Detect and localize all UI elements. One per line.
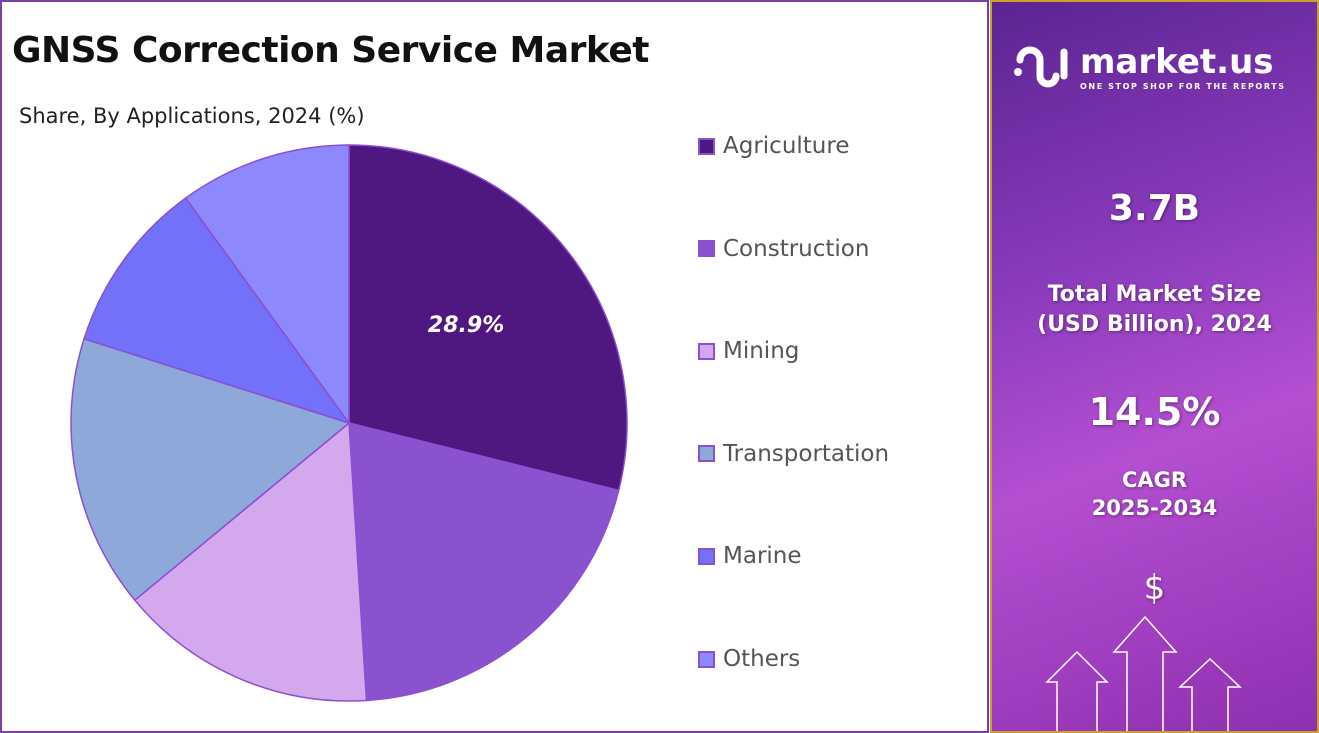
legend-item-marine: Marine [698, 540, 802, 572]
summary-panel: market.us ONE STOP SHOP FOR THE REPORTS … [990, 0, 1319, 733]
legend-item-transportation: Transportation [698, 438, 889, 470]
legend-swatch [698, 342, 715, 360]
brand-name: market.us [1080, 42, 1274, 82]
chart-title: GNSS Correction Service Market [12, 30, 649, 71]
legend-swatch [698, 445, 715, 463]
pie-slice-agriculture [348, 144, 628, 492]
chart-subtitle: Share, By Applications, 2024 (%) [19, 104, 365, 128]
pie-slice-mining [133, 421, 368, 702]
legend-label: Mining [723, 338, 800, 365]
legend-label: Construction [723, 235, 870, 262]
cagr-value: 14.5% [1088, 390, 1221, 434]
legend-item-agriculture: Agriculture [698, 130, 850, 162]
brand-tagline: ONE STOP SHOP FOR THE REPORTS [1080, 82, 1286, 91]
market-size-label-1: Total Market Size [1047, 282, 1262, 307]
legend-label: Others [723, 646, 801, 672]
pie-slice-transportation [70, 337, 351, 602]
dollar-icon: $ [1143, 568, 1166, 608]
pie-slice-construction [348, 422, 620, 702]
growth-arrows-icon [1045, 615, 1242, 731]
market-size-label-2: (USD Billion), 2024 [1037, 312, 1272, 337]
legend-label: Agriculture [723, 133, 850, 159]
data-label-agriculture: 28.9% [428, 313, 504, 338]
legend-swatch [698, 240, 715, 258]
legend-item-construction: Construction [698, 233, 869, 265]
legend-label: Transportation [723, 440, 890, 467]
legend-swatch [698, 650, 715, 668]
chart-panel: GNSS Correction Service Market Share, By… [0, 0, 989, 733]
legend-label: Marine [723, 543, 802, 570]
legend-swatch [698, 547, 715, 565]
legend-item-others: Others [698, 643, 800, 675]
pie-slice-marine [83, 197, 351, 425]
market-us-logo-icon [1014, 46, 1068, 88]
legend-item-mining: Mining [698, 335, 799, 367]
pie-chart: 28.9% [70, 144, 628, 702]
market-size-value: 3.7B [1108, 188, 1201, 229]
cagr-label: CAGR [1121, 468, 1188, 492]
brand-logo: market.us ONE STOP SHOP FOR THE REPORTS [1010, 40, 1286, 96]
legend-swatch [698, 137, 715, 155]
pie-slice-others [184, 144, 350, 426]
cagr-years: 2025-2034 [1091, 496, 1218, 520]
